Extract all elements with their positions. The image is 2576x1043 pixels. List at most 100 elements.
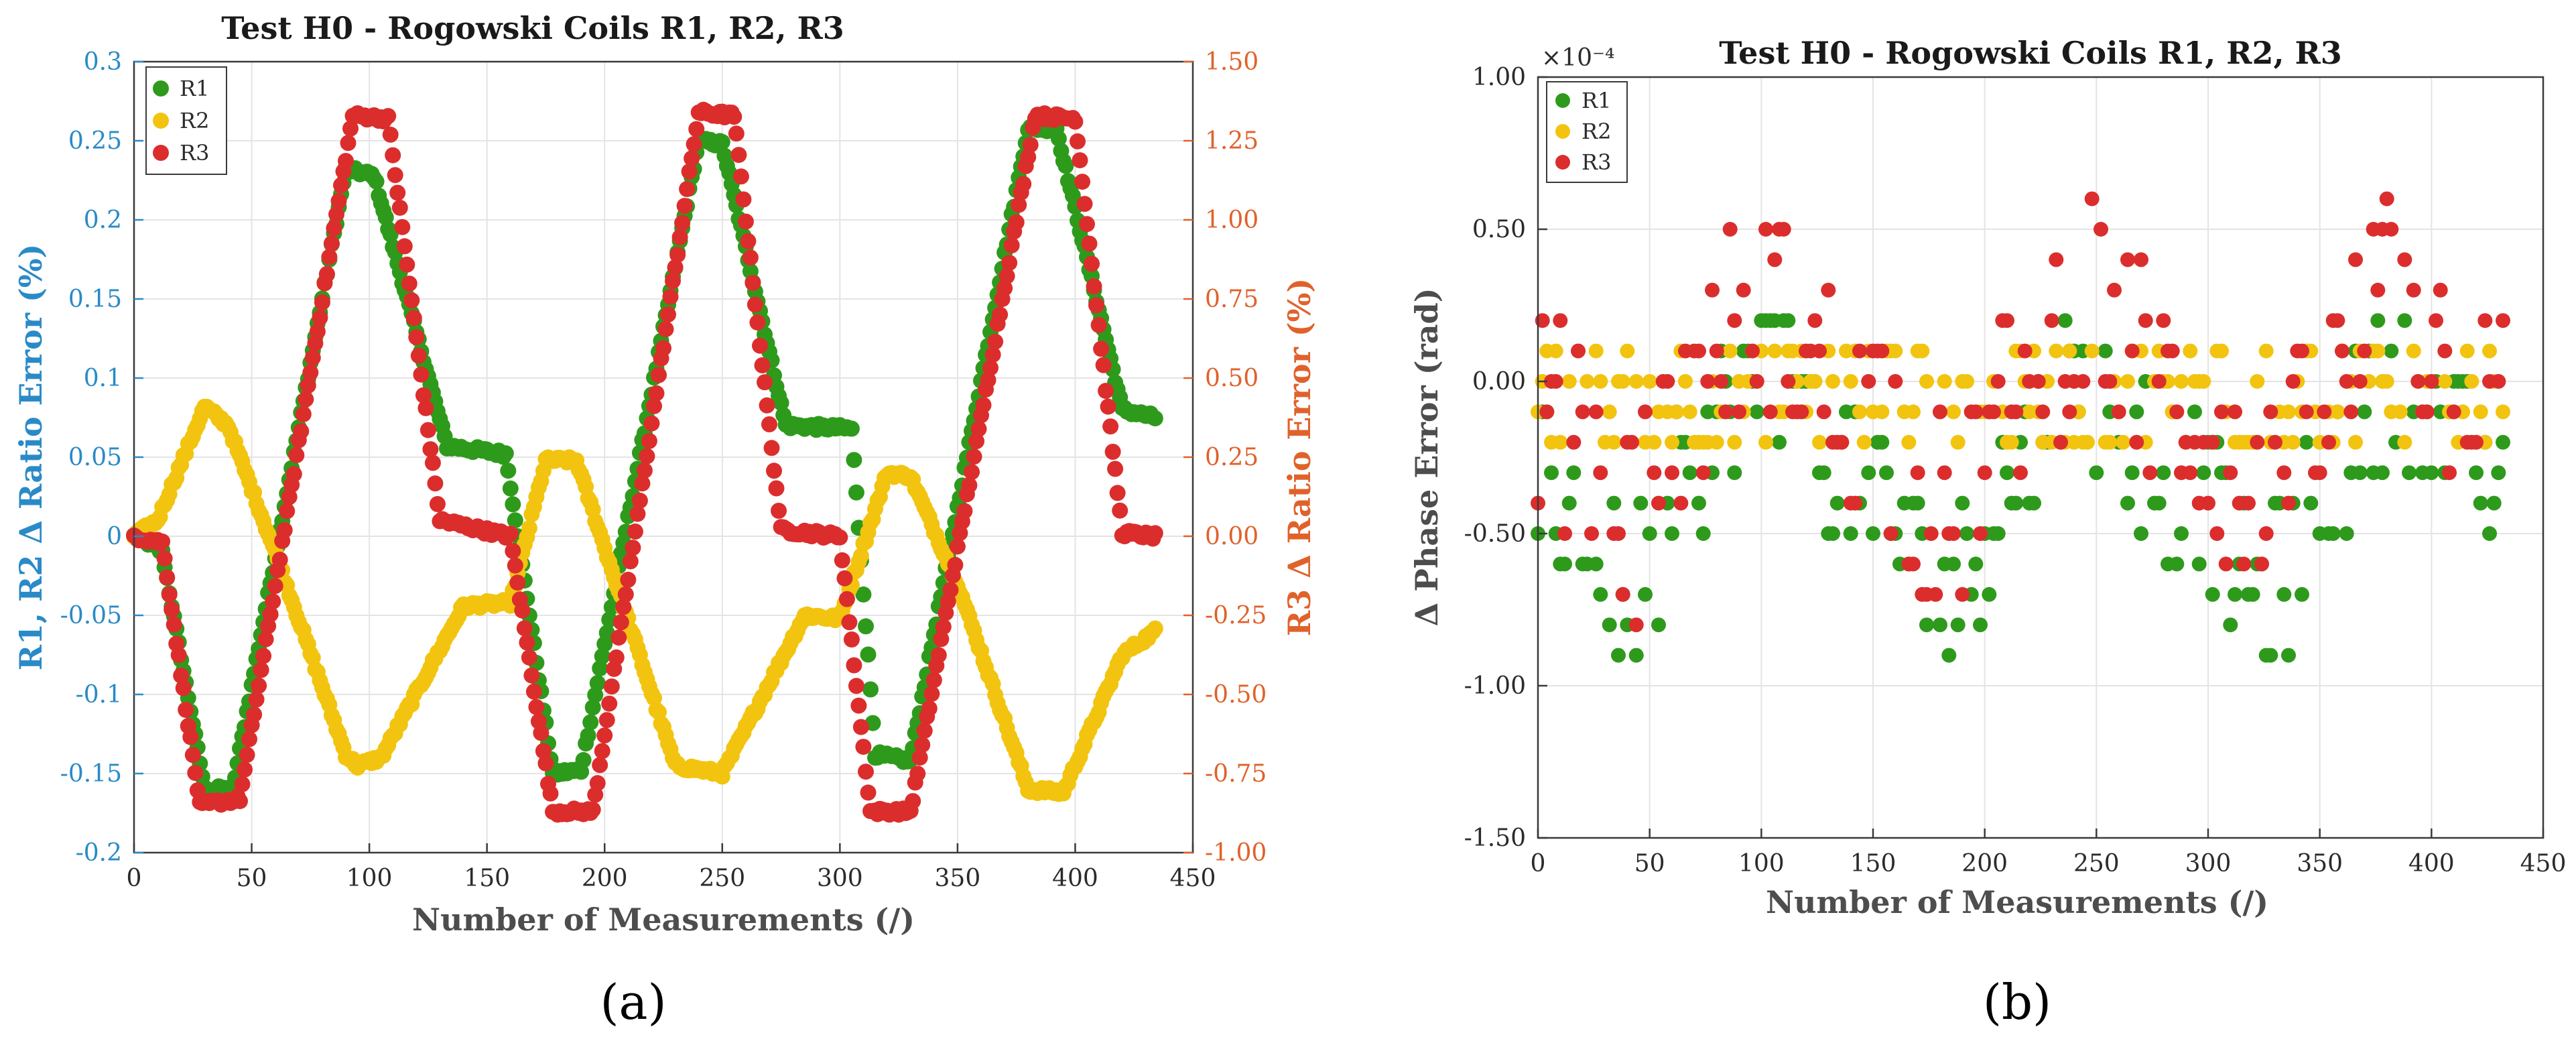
point-r1 bbox=[1057, 158, 1074, 174]
chart-panel-a: Test H0 - Rogowski Coils R1, R2, R3 0 50 1… bbox=[13, 10, 1317, 1030]
legend-marker-r2 bbox=[1555, 124, 1570, 139]
point-r3 bbox=[1727, 313, 1742, 328]
point-r3 bbox=[1973, 526, 1988, 541]
point-r3 bbox=[852, 719, 869, 735]
chart-a-y-tick-label-right: -0.50 bbox=[1205, 681, 1267, 709]
chart-b-x-tick-label: 450 bbox=[2520, 850, 2567, 877]
point-r2 bbox=[1812, 434, 1827, 450]
point-r3 bbox=[166, 616, 182, 633]
point-r3 bbox=[2151, 374, 2167, 389]
point-r3 bbox=[735, 191, 752, 208]
chart-b-x-tick-label: 300 bbox=[2185, 850, 2232, 877]
point-r1 bbox=[2089, 465, 2104, 481]
point-r3 bbox=[533, 725, 550, 741]
point-r1 bbox=[2174, 526, 2189, 541]
chart-b-y-tick-label: 0.50 bbox=[1472, 216, 1526, 243]
point-r3 bbox=[2084, 191, 2100, 206]
point-r3 bbox=[2214, 404, 2229, 420]
point-r3 bbox=[326, 220, 342, 237]
point-r3 bbox=[2053, 434, 2068, 450]
point-r3 bbox=[1088, 297, 1104, 314]
point-r3 bbox=[1705, 282, 1720, 298]
point-r3 bbox=[657, 321, 674, 338]
point-r1 bbox=[2191, 556, 2207, 572]
point-r2 bbox=[1946, 404, 1961, 420]
chart-a-y-tick-label-left: -0.2 bbox=[76, 839, 122, 867]
point-r3 bbox=[175, 680, 192, 696]
point-r3 bbox=[745, 275, 761, 292]
point-r2 bbox=[1825, 374, 1840, 389]
point-r3 bbox=[598, 712, 615, 729]
point-r1 bbox=[2124, 465, 2140, 481]
point-r3 bbox=[601, 695, 618, 712]
point-r3 bbox=[2281, 495, 2296, 511]
point-r3 bbox=[255, 648, 272, 664]
point-r1 bbox=[1050, 130, 1067, 147]
point-r1 bbox=[1941, 648, 1957, 663]
chart-b-x-tick-label: 400 bbox=[2408, 850, 2455, 877]
chart-a-x-tick-label: 450 bbox=[1170, 865, 1216, 892]
point-r3 bbox=[525, 683, 542, 700]
point-r3 bbox=[1553, 313, 1568, 328]
point-r3 bbox=[1874, 343, 1890, 359]
point-r2 bbox=[2348, 434, 2363, 450]
point-r2 bbox=[1959, 374, 1974, 389]
point-r3 bbox=[1098, 383, 1114, 400]
point-r1 bbox=[1874, 434, 1890, 450]
point-r3 bbox=[1933, 404, 1947, 420]
series-r3 bbox=[126, 101, 1163, 823]
point-r3 bbox=[1776, 222, 1791, 237]
point-r3 bbox=[2075, 374, 2091, 389]
point-r1 bbox=[2098, 343, 2113, 359]
point-r3 bbox=[858, 763, 874, 780]
point-r3 bbox=[646, 397, 662, 414]
point-r3 bbox=[2424, 374, 2439, 389]
point-r3 bbox=[2236, 556, 2252, 572]
series-r1 bbox=[1531, 313, 2510, 663]
point-r2 bbox=[2250, 374, 2265, 389]
point-r3 bbox=[639, 448, 655, 465]
point-r3 bbox=[521, 649, 537, 666]
point-r3 bbox=[2165, 343, 2180, 359]
point-r2 bbox=[1722, 343, 1738, 359]
point-r2 bbox=[2496, 404, 2510, 420]
point-r1 bbox=[1642, 526, 1657, 541]
point-r3 bbox=[1647, 465, 1662, 481]
legend-marker-r2 bbox=[153, 113, 169, 129]
point-r2 bbox=[1950, 434, 1966, 450]
chart-b-y-axis-label: Δ Phase Error (rad) bbox=[1409, 288, 1445, 627]
point-r3 bbox=[679, 181, 696, 197]
point-r3 bbox=[631, 492, 648, 509]
point-r3 bbox=[312, 310, 328, 326]
point-r2 bbox=[2370, 343, 2386, 359]
point-r3 bbox=[396, 238, 413, 255]
point-r3 bbox=[2352, 374, 2368, 389]
point-r3 bbox=[1593, 465, 1608, 481]
legend-label-r2: R2 bbox=[1582, 119, 1611, 144]
point-r1 bbox=[1950, 617, 1966, 633]
point-r3 bbox=[314, 294, 330, 311]
point-r3 bbox=[2094, 222, 2108, 237]
point-r3 bbox=[2017, 343, 2033, 359]
chart-b-x-tick-label: 250 bbox=[2073, 850, 2120, 877]
point-r3 bbox=[417, 400, 434, 416]
point-r2 bbox=[1888, 343, 1903, 359]
chart-b-y-tick-label: 0.00 bbox=[1472, 368, 1526, 395]
chart-a-title: Test H0 - Rogowski Coils R1, R2, R3 bbox=[221, 10, 844, 46]
point-r1 bbox=[594, 648, 610, 664]
point-r2 bbox=[1709, 434, 1724, 450]
point-r3 bbox=[1095, 357, 1112, 373]
point-r3 bbox=[728, 125, 745, 142]
point-r3 bbox=[2429, 313, 2443, 328]
point-r2 bbox=[2004, 434, 2019, 450]
point-r3 bbox=[309, 323, 326, 340]
point-r3 bbox=[1986, 404, 2001, 420]
chart-b-frame bbox=[1537, 76, 2545, 839]
point-r3 bbox=[2419, 404, 2435, 420]
point-r3 bbox=[603, 678, 620, 695]
point-r3 bbox=[1107, 461, 1124, 477]
point-r3 bbox=[914, 737, 931, 753]
point-r2 bbox=[1807, 374, 1823, 389]
point-r3 bbox=[519, 634, 535, 651]
point-r3 bbox=[761, 416, 777, 432]
